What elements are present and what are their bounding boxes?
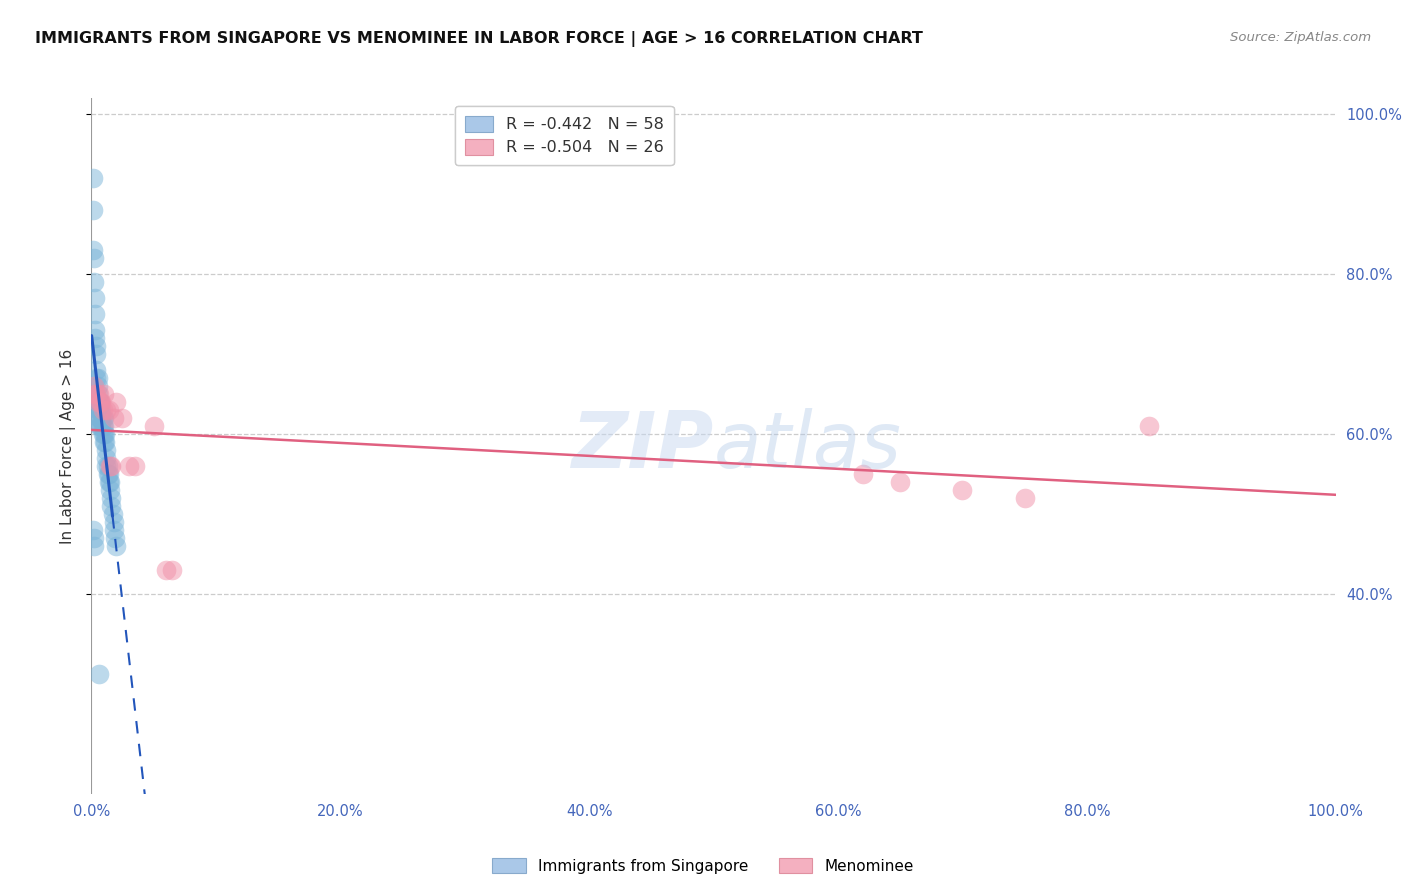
Point (86, 371, 108, 385)
Point (87, 387, 110, 401)
Point (103, 411, 125, 425)
Point (87, 419, 110, 434)
Point (105, 539, 128, 553)
Text: IMMIGRANTS FROM SINGAPORE VS MENOMINEE IN LABOR FORCE | AGE > 16 CORRELATION CHA: IMMIGRANTS FROM SINGAPORE VS MENOMINEE I… (35, 31, 922, 47)
Point (82, 523, 104, 537)
Y-axis label: In Labor Force | Age > 16: In Labor Force | Age > 16 (60, 349, 76, 543)
Point (93, 435, 115, 450)
Point (83, 275, 105, 289)
Point (89, 395, 111, 409)
Point (93, 411, 115, 425)
Point (82, 243, 104, 257)
Point (90, 419, 112, 434)
Point (83, 379, 105, 393)
Point (87, 395, 110, 409)
Point (101, 507, 124, 521)
Point (1137, 419, 1160, 434)
Point (105, 395, 128, 409)
Point (86, 371, 108, 385)
Point (86, 395, 108, 409)
Point (94, 427, 117, 442)
Legend: R = -0.442   N = 58, R = -0.504   N = 26: R = -0.442 N = 58, R = -0.504 N = 26 (456, 106, 673, 165)
Point (97, 467, 120, 481)
Point (100, 458, 122, 473)
Point (84, 387, 107, 401)
Point (86, 395, 108, 409)
Point (86, 347, 108, 361)
Point (87, 411, 110, 425)
Point (86, 363, 108, 377)
Point (96, 458, 118, 473)
Point (87, 667, 110, 681)
Point (86, 339, 108, 353)
Point (83, 539, 105, 553)
Point (91, 427, 114, 442)
Legend: Immigrants from Singapore, Menominee: Immigrants from Singapore, Menominee (486, 852, 920, 880)
Point (86, 379, 108, 393)
Point (97, 458, 120, 473)
Point (93, 419, 115, 434)
Point (94, 435, 117, 450)
Point (90, 395, 112, 409)
Point (93, 387, 115, 401)
Point (89, 411, 111, 425)
Point (103, 523, 125, 537)
Point (91, 411, 114, 425)
Point (950, 483, 973, 497)
Point (111, 411, 134, 425)
Point (86, 403, 108, 417)
Point (90, 411, 112, 425)
Point (86, 387, 108, 401)
Point (155, 563, 177, 577)
Point (90, 403, 112, 417)
Point (104, 531, 127, 545)
Text: ZIP: ZIP (571, 408, 713, 484)
Point (84, 323, 107, 337)
Point (124, 458, 146, 473)
Point (84, 331, 107, 345)
Point (84, 307, 107, 321)
Point (89, 395, 111, 409)
Point (889, 475, 911, 489)
Point (82, 203, 104, 218)
Point (82, 171, 104, 186)
Point (83, 251, 105, 265)
Point (162, 563, 184, 577)
Point (142, 419, 165, 434)
Point (89, 403, 111, 417)
Point (91, 403, 114, 417)
Text: Source: ZipAtlas.com: Source: ZipAtlas.com (1230, 31, 1371, 45)
Point (98, 458, 121, 473)
Point (97, 467, 120, 481)
Point (98, 483, 121, 497)
Point (89, 419, 111, 434)
Point (84, 291, 107, 305)
Point (118, 458, 141, 473)
Point (103, 515, 125, 529)
Text: atlas: atlas (713, 408, 901, 484)
Point (1014, 491, 1036, 505)
Point (87, 403, 110, 417)
Point (100, 499, 122, 513)
Point (96, 450, 118, 465)
Point (96, 403, 118, 417)
Point (100, 491, 122, 505)
Point (97, 403, 120, 417)
Point (97, 475, 120, 489)
Point (98, 475, 121, 489)
Point (93, 427, 115, 442)
Point (86, 387, 108, 401)
Point (852, 467, 875, 481)
Point (91, 419, 114, 434)
Point (83, 531, 105, 545)
Point (96, 442, 118, 457)
